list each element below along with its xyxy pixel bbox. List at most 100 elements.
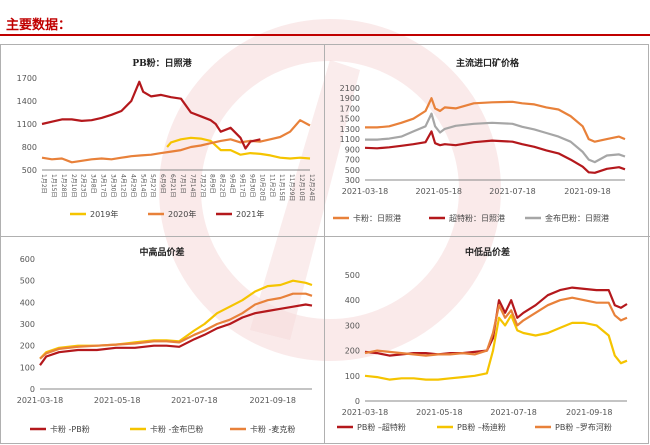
x-tick-label: 12月24日	[308, 174, 315, 201]
x-tick-label: 2021-03-18	[342, 187, 389, 196]
x-tick-label: 2021-05-18	[94, 396, 141, 405]
chart-mid-low-spread: 中低品价差 0 100 200 300 400 500 2021-03-18 2021-05-1…	[337, 246, 628, 432]
x-tick-label: 7月27日	[199, 174, 206, 197]
page-title: 主要数据：	[6, 18, 72, 33]
y-tick-label: 1400	[17, 97, 37, 106]
y-tick-label: 300	[20, 320, 35, 329]
x-tick-label: 2021-03-18	[342, 408, 389, 417]
y-tick-label: 1700	[340, 104, 360, 113]
chart-title: 中低品价差	[465, 246, 510, 258]
y-tick-label: 200	[345, 347, 360, 356]
x-tick-label: 9月30日	[248, 174, 255, 197]
y-tick-label: 700	[345, 156, 360, 165]
x-tick-label: 2021-03-18	[17, 396, 64, 405]
chart-title: 中高品价差	[139, 246, 184, 258]
legend-label: 2019年	[90, 209, 118, 219]
x-tick-label: 1月2日	[40, 174, 47, 194]
x-tick-label: 2021-07-18	[171, 396, 218, 405]
x-tick-label: 10月20日	[258, 174, 265, 201]
horizontal-divider	[0, 236, 650, 237]
y-tick-label: 800	[22, 143, 37, 152]
y-tick-label: 300	[345, 176, 360, 185]
x-tick-label: 6月9日	[159, 174, 166, 194]
x-tick-label: 8月22日	[219, 174, 226, 197]
y-tick-label: 100	[20, 363, 35, 372]
x-tick-label: 2021-09-18	[564, 187, 611, 196]
x-tick-label: 11月15日	[278, 174, 285, 201]
series-line-2	[364, 314, 628, 381]
x-tick-label: 5月27日	[149, 174, 156, 197]
legend-label: PB粉 –超特粉	[357, 422, 406, 432]
series-line-1	[365, 97, 626, 143]
y-tick-label: 500	[22, 166, 37, 175]
x-tick-label: 9月4日	[229, 174, 236, 194]
series-line-1	[364, 286, 628, 357]
legend-label: 超特粉：日照港	[449, 213, 505, 223]
chart-title: PB粉：日照港	[132, 57, 192, 69]
x-tick-label: 3月8日	[90, 174, 97, 194]
chart-mainstream-ore-price: 主流进口矿价格300500700900110013001500170019002…	[333, 57, 626, 223]
x-tick-label: 1月28日	[60, 174, 67, 197]
legend-label: 卡粉 -PB粉	[50, 424, 90, 434]
x-tick-label: 11月29日	[288, 174, 295, 201]
chart-title: 主流进口矿价格	[456, 57, 520, 69]
x-tick-label: 5月14日	[139, 174, 146, 197]
x-tick-label: 7月1日	[179, 174, 186, 194]
y-tick-label: 200	[20, 342, 35, 351]
y-tick-label: 2100	[340, 84, 360, 93]
x-tick-label: 2021-09-18	[566, 408, 613, 417]
x-tick-label: 2021-07-18	[490, 408, 537, 417]
page-header: 主要数据：	[0, 0, 650, 42]
x-tick-label: 2月10日	[70, 174, 77, 197]
y-tick-label: 500	[345, 166, 360, 175]
x-tick-label: 2021-05-18	[416, 408, 463, 417]
y-tick-label: 1900	[340, 94, 360, 103]
legend-label: PB粉 –罗布河粉	[555, 422, 612, 432]
legend-label: 金布巴粉：日照港	[545, 213, 609, 223]
x-tick-label: 4月29日	[129, 174, 136, 197]
x-tick-label: 12月10日	[298, 174, 305, 201]
y-tick-label: 400	[345, 296, 360, 305]
x-tick-label: 3月30日	[109, 174, 116, 197]
legend-label: 卡粉 -金布巴粉	[150, 424, 203, 434]
y-tick-label: 400	[20, 298, 35, 307]
y-tick-label: 900	[345, 145, 360, 154]
x-tick-label: 2021-07-18	[489, 187, 536, 196]
chart-mid-high-spread: 中高品价差 0 100 200 300 400 500 600 2021-03-18 2021-0…	[17, 246, 313, 434]
series-line-3	[41, 80, 261, 150]
y-tick-label: 0	[355, 397, 360, 406]
y-tick-label: 0	[30, 385, 35, 394]
y-tick-label: 1700	[17, 74, 37, 83]
x-tick-label: 6月21日	[169, 174, 176, 197]
y-tick-label: 1500	[340, 115, 360, 124]
series-line-3	[39, 292, 313, 360]
legend-label: 卡粉 -麦克粉	[250, 424, 295, 434]
x-tick-label: 2021-05-18	[416, 187, 463, 196]
x-tick-label: 4月12日	[119, 174, 126, 197]
header-rule	[0, 34, 650, 36]
series-line-3	[365, 112, 626, 164]
y-tick-label: 1100	[17, 120, 37, 129]
x-tick-label: 2021-09-18	[250, 396, 297, 405]
series-line-2	[364, 130, 626, 174]
x-tick-label: 9月17日	[239, 174, 246, 197]
y-tick-label: 300	[345, 321, 360, 330]
legend-label: 2021年	[236, 209, 264, 219]
y-tick-label: 1100	[340, 135, 360, 144]
series-line-1	[166, 136, 311, 160]
x-tick-label: 8月9日	[209, 174, 216, 194]
x-tick-label: 1月15日	[50, 174, 57, 197]
y-tick-label: 500	[20, 277, 35, 286]
legend-label: PB粉 –杨迪粉	[457, 422, 506, 432]
x-tick-label: 7月14日	[189, 174, 196, 197]
series-line-3	[364, 296, 628, 357]
y-tick-label: 500	[345, 271, 360, 280]
y-tick-label: 100	[345, 372, 360, 381]
series-line-1	[39, 303, 313, 366]
series-line-2	[41, 119, 311, 164]
x-tick-label: 2月23日	[80, 174, 87, 197]
y-tick-label: 1300	[340, 125, 360, 134]
legend-label: 2020年	[168, 209, 196, 219]
x-tick-label: 3月17日	[100, 174, 107, 197]
